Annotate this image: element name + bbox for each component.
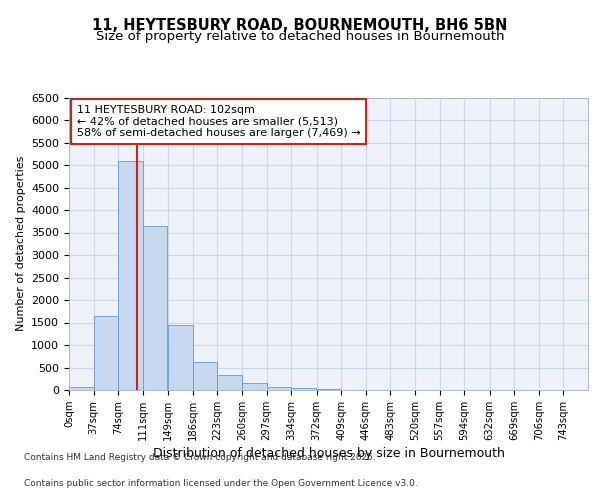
Bar xyxy=(168,325,193,390)
Bar xyxy=(317,389,341,390)
Y-axis label: Number of detached properties: Number of detached properties xyxy=(16,156,26,332)
Bar xyxy=(266,386,291,390)
Bar xyxy=(242,383,266,390)
Bar xyxy=(193,362,217,390)
X-axis label: Distribution of detached houses by size in Bournemouth: Distribution of detached houses by size … xyxy=(152,447,505,460)
Bar xyxy=(94,316,118,390)
Bar xyxy=(143,226,167,390)
Text: 11 HEYTESBURY ROAD: 102sqm
← 42% of detached houses are smaller (5,513)
58% of s: 11 HEYTESBURY ROAD: 102sqm ← 42% of deta… xyxy=(77,105,361,138)
Bar xyxy=(69,386,94,390)
Text: Contains public sector information licensed under the Open Government Licence v3: Contains public sector information licen… xyxy=(24,478,418,488)
Bar xyxy=(217,376,242,390)
Text: 11, HEYTESBURY ROAD, BOURNEMOUTH, BH6 5BN: 11, HEYTESBURY ROAD, BOURNEMOUTH, BH6 5B… xyxy=(92,18,508,32)
Text: Contains HM Land Registry data © Crown copyright and database right 2025.: Contains HM Land Registry data © Crown c… xyxy=(24,454,376,462)
Bar xyxy=(118,160,143,390)
Bar xyxy=(291,388,316,390)
Text: Size of property relative to detached houses in Bournemouth: Size of property relative to detached ho… xyxy=(96,30,504,43)
